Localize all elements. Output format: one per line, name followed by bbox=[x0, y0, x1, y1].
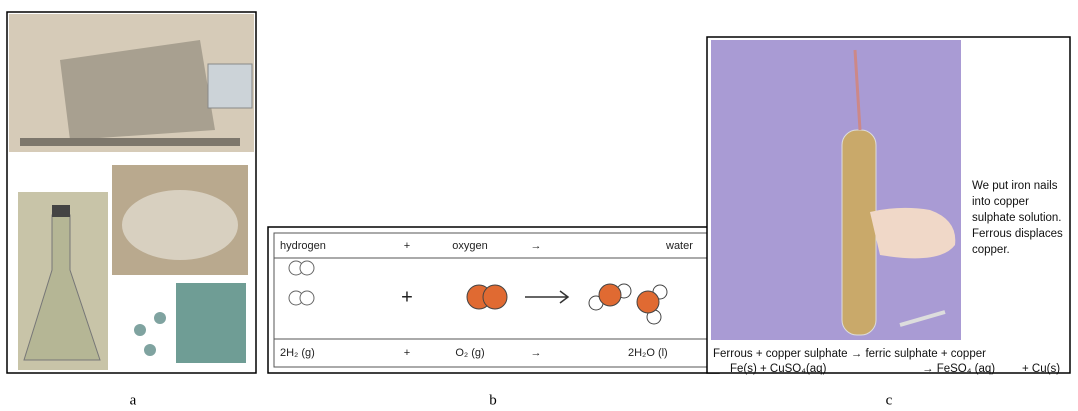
panel-label: c bbox=[886, 392, 893, 408]
nail bbox=[899, 310, 946, 327]
equation-cell: 2H₂ (g) bbox=[280, 347, 315, 359]
molecule bbox=[154, 312, 166, 324]
atom-h bbox=[299, 290, 315, 306]
atom-o bbox=[598, 283, 622, 307]
crystal-inset bbox=[176, 283, 246, 363]
molecule bbox=[144, 344, 156, 356]
atom-o bbox=[636, 290, 660, 314]
formula-equation: + Cu(s) bbox=[1022, 363, 1060, 375]
panel-b: hydrogen + oxygen → water + 2H₂ (g) + O₂… bbox=[267, 226, 720, 374]
header-cell: → bbox=[531, 240, 542, 252]
caption-line: sulphate solution. bbox=[972, 212, 1062, 224]
molecule bbox=[134, 324, 146, 336]
word-equation: Ferrous + copper sulphate → ferric sulph… bbox=[713, 348, 986, 360]
atom-h bbox=[299, 260, 315, 276]
caption-line: We put iron nails bbox=[972, 180, 1058, 192]
panel-label: a bbox=[130, 392, 137, 408]
dish bbox=[122, 190, 238, 260]
test-tube bbox=[841, 129, 877, 336]
equation-cell: → bbox=[531, 347, 542, 359]
flask-cork bbox=[52, 205, 70, 217]
equation-cell: O₂ (g) bbox=[455, 347, 484, 359]
lattice-inset bbox=[207, 63, 253, 109]
panel-c: We put iron nails into copper sulphate s… bbox=[706, 36, 1071, 375]
header-cell: water bbox=[665, 240, 693, 252]
reaction-arrow bbox=[525, 290, 570, 304]
caption-line: copper. bbox=[972, 244, 1010, 256]
header-cell: oxygen bbox=[452, 240, 487, 252]
photo-background bbox=[711, 40, 961, 340]
string bbox=[853, 49, 862, 131]
hand bbox=[870, 207, 956, 259]
formula-equation: → FeSO₄ (aq) bbox=[922, 363, 995, 375]
header-cell: hydrogen bbox=[280, 240, 326, 252]
caption-line: into copper bbox=[972, 196, 1029, 208]
metal-plate bbox=[20, 138, 240, 146]
caption-line: Ferrous displaces bbox=[972, 228, 1063, 240]
metal-block bbox=[60, 40, 215, 140]
atom-o bbox=[482, 284, 508, 310]
panel-a bbox=[6, 11, 257, 374]
equation-cell: 2H₂O (l) bbox=[628, 347, 668, 359]
equation-cell: + bbox=[404, 347, 410, 359]
header-cell: + bbox=[404, 240, 410, 252]
panel-label: b bbox=[489, 392, 497, 408]
plus-sign: + bbox=[401, 286, 413, 308]
formula-equation: Fe(s) + CuSO₄(aq) bbox=[730, 363, 827, 375]
